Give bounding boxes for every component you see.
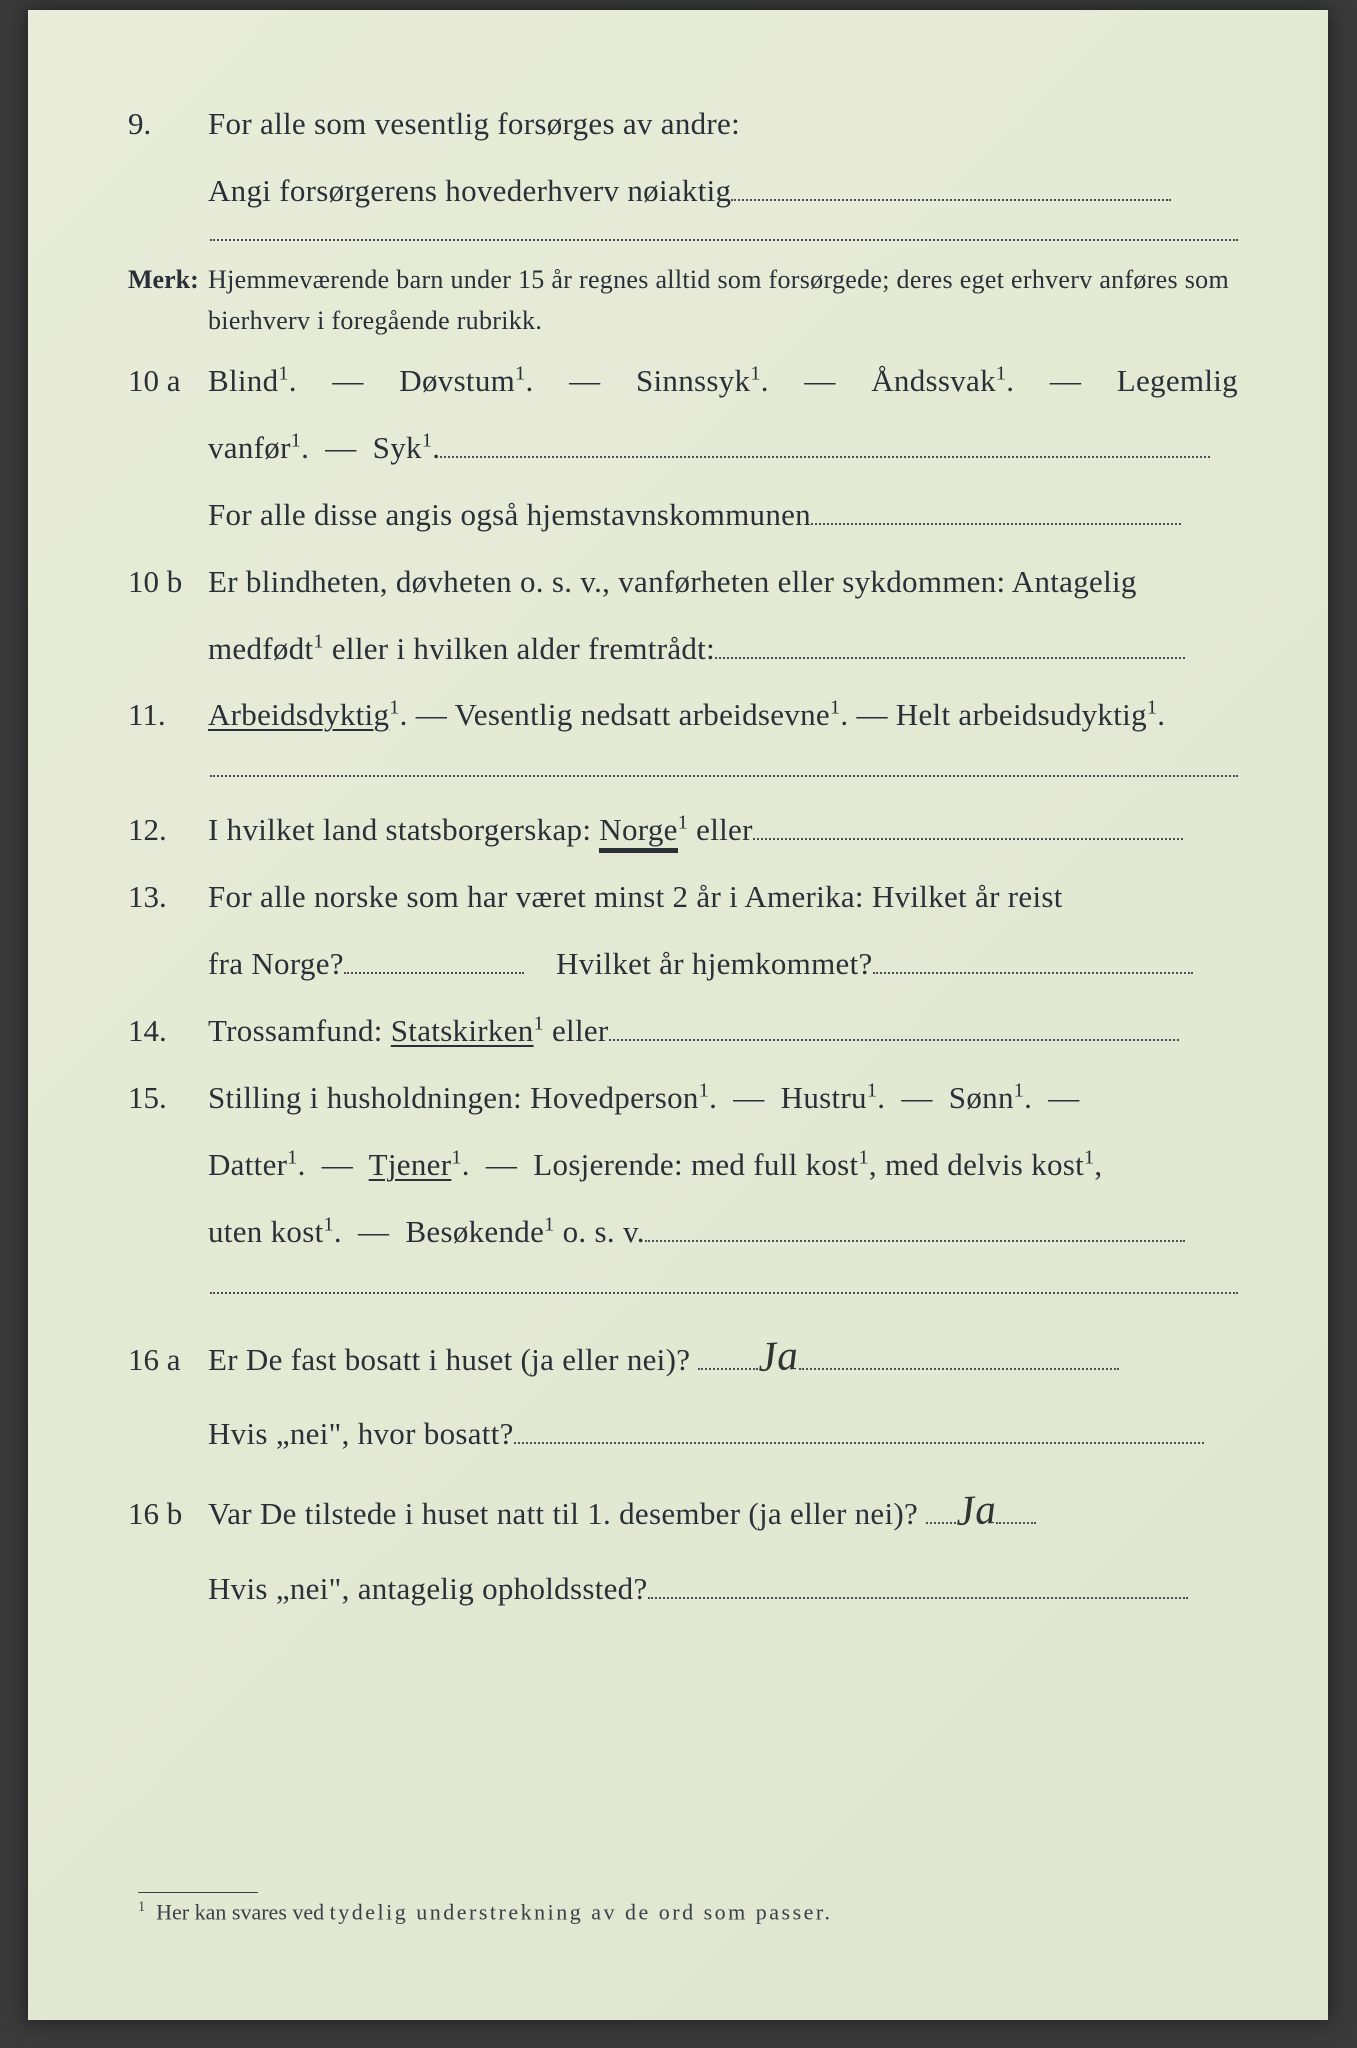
q12-blank xyxy=(753,806,1183,840)
q10b-line1: 10 b Er blindheten, døvheten o. s. v., v… xyxy=(128,553,1238,612)
q15-losjerende: Losjerende: med full kost xyxy=(533,1147,858,1182)
q10a-line3: For alle disse angis også hjemstavnskomm… xyxy=(128,486,1238,545)
q9-line2: Angi forsørgerens hovederhverv nøiaktig xyxy=(128,162,1238,221)
q15-hustru: Hustru xyxy=(781,1080,867,1115)
q14-statskirken: Statskirken xyxy=(391,1013,534,1048)
q16a-number: 16 a xyxy=(128,1331,208,1390)
merk-text: Hjemmeværende barn under 15 år regnes al… xyxy=(208,259,1238,342)
q16b-text2: Hvis „nei", antagelig opholdssted? xyxy=(208,1571,648,1606)
divider-1 xyxy=(210,239,1238,241)
q11-opt-udyktig: Helt arbeidsudyktig xyxy=(896,697,1147,732)
q11-opt-arbeidsdyktig: Arbeidsdyktig xyxy=(208,697,389,732)
footnote: 1 Her kan svares ved tydelig understrekn… xyxy=(138,1892,833,1925)
footnote-text: Her kan svares ved tydelig understreknin… xyxy=(156,1899,832,1924)
q12-norge: Norge xyxy=(599,812,677,851)
q15-line1: 15. Stilling i husholdningen: Hovedperso… xyxy=(128,1069,1238,1128)
q12-number: 12. xyxy=(128,801,208,860)
q10a-text3: For alle disse angis også hjemstavnskomm… xyxy=(208,497,811,532)
q16a-blank1 xyxy=(799,1335,1119,1369)
q10b-number: 10 b xyxy=(128,553,208,612)
q13-fra-norge: fra Norge? xyxy=(208,946,344,981)
merk-label: Merk: xyxy=(128,259,208,301)
q10b-text1: Er blindheten, døvheten o. s. v., vanfør… xyxy=(208,553,1238,612)
q10a-opt-andssvak: Åndssvak xyxy=(871,363,996,398)
q15-osv: o. s. v. xyxy=(555,1214,645,1249)
q10a-line1: 10 a Blind1. — Døvstum1. — Sinnssyk1. — … xyxy=(128,352,1238,411)
q13-line1: 13. For alle norske som har været minst … xyxy=(128,868,1238,927)
q15-sonn: Sønn xyxy=(949,1080,1014,1115)
q10a-opt-legemlig: Legemlig xyxy=(1117,352,1238,411)
q15-line2: Datter1. — Tjener1. — Losjerende: med fu… xyxy=(128,1136,1238,1195)
q10a-number: 10 a xyxy=(128,352,208,411)
footnote-marker: 1 xyxy=(138,1899,145,1915)
q15-prefix: Stilling i husholdningen: xyxy=(208,1080,530,1115)
q16b-number: 16 b xyxy=(128,1485,208,1544)
q10a-line2: vanfør1. — Syk1. xyxy=(128,419,1238,478)
q13-text1: For alle norske som har været minst 2 år… xyxy=(208,868,1238,927)
q10a-opt-blind: Blind xyxy=(208,363,278,398)
q13-line2: fra Norge? Hvilket år hjemkommet? xyxy=(128,935,1238,994)
q16a-question: Er De fast bosatt i huset (ja eller nei)… xyxy=(208,1342,690,1377)
q11-row: 11. Arbeidsdyktig1. — Vesentlig nedsatt … xyxy=(128,686,1238,745)
census-form-page: 9. For alle som vesentlig forsørges av a… xyxy=(28,10,1328,2020)
q14-blank xyxy=(609,1007,1179,1041)
q16b-line1: 16 b Var De tilstede i huset natt til 1.… xyxy=(128,1472,1238,1552)
q16a-text2: Hvis „nei", hvor bosatt? xyxy=(208,1416,514,1451)
q16a-line2: Hvis „nei", hvor bosatt? xyxy=(128,1405,1238,1464)
merk-row: Merk: Hjemmeværende barn under 15 år reg… xyxy=(128,259,1238,342)
q13-blank2 xyxy=(873,940,1193,974)
q15-uten-kost: uten kost xyxy=(208,1214,324,1249)
q13-hjemkommet: Hvilket år hjemkommet? xyxy=(556,946,873,981)
q10b-medfodt: medfødt xyxy=(208,631,313,666)
q16a-line1: 16 a Er De fast bosatt i huset (ja eller… xyxy=(128,1318,1238,1398)
q15-tjener: Tjener xyxy=(369,1147,452,1182)
q11-number: 11. xyxy=(128,686,208,745)
q16b-line2: Hvis „nei", antagelig opholdssted? xyxy=(128,1560,1238,1619)
q16b-blank1 xyxy=(996,1490,1036,1524)
q15-number: 15. xyxy=(128,1069,208,1128)
q10a-opt-vanfor: vanfør xyxy=(208,430,291,465)
q15-hovedperson: Hovedperson xyxy=(530,1080,699,1115)
q10a-blank1 xyxy=(440,424,1210,458)
q9-line1: 9. For alle som vesentlig forsørges av a… xyxy=(128,95,1238,154)
divider-3 xyxy=(210,1292,1238,1294)
q12-row: 12. I hvilket land statsborgerskap: Norg… xyxy=(128,801,1238,860)
q16b-question: Var De tilstede i huset natt til 1. dese… xyxy=(208,1496,918,1531)
q11-opt-nedsatt: Vesentlig nedsatt arbeidsevne xyxy=(455,697,830,732)
q15-datter: Datter xyxy=(208,1147,287,1182)
footnote-rule xyxy=(138,1892,258,1893)
q16b-answer: Ja xyxy=(954,1471,998,1553)
q16b-blank2 xyxy=(648,1565,1188,1599)
q14-row: 14. Trossamfund: Statskirken1 eller xyxy=(128,1002,1238,1061)
q13-blank1 xyxy=(344,940,524,974)
q15-besokende: Besøkende xyxy=(405,1214,544,1249)
q10b-line2: medfødt1 eller i hvilken alder fremtrådt… xyxy=(128,620,1238,679)
q10b-rest: eller i hvilken alder fremtrådt: xyxy=(324,631,715,666)
q16a-answer: Ja xyxy=(756,1317,800,1399)
q16a-blank2 xyxy=(514,1410,1204,1444)
q13-number: 13. xyxy=(128,868,208,927)
q10a-opt-sinnssyk: Sinnssyk xyxy=(636,363,750,398)
q10a-opt-syk: Syk xyxy=(373,430,422,465)
q14-prefix: Trossamfund: xyxy=(208,1013,391,1048)
q10a-opt-dovstum: Døvstum xyxy=(399,363,515,398)
q12-eller: eller xyxy=(688,812,753,847)
q14-eller: eller xyxy=(544,1013,609,1048)
q15-blank xyxy=(645,1208,1185,1242)
q10a-blank2 xyxy=(811,491,1181,525)
q9-blank xyxy=(731,167,1171,201)
q12-prefix: I hvilket land statsborgerskap: xyxy=(208,812,599,847)
q10b-blank xyxy=(715,624,1185,658)
q14-number: 14. xyxy=(128,1002,208,1061)
divider-2 xyxy=(210,775,1238,777)
q15-delvis: , med delvis kost xyxy=(869,1147,1084,1182)
q9-text2: Angi forsørgerens hovederhverv nøiaktig xyxy=(208,173,731,208)
q15-line3: uten kost1. — Besøkende1 o. s. v. xyxy=(128,1203,1238,1262)
q9-number: 9. xyxy=(128,95,208,154)
q9-text1: For alle som vesentlig forsørges av andr… xyxy=(208,95,1238,154)
